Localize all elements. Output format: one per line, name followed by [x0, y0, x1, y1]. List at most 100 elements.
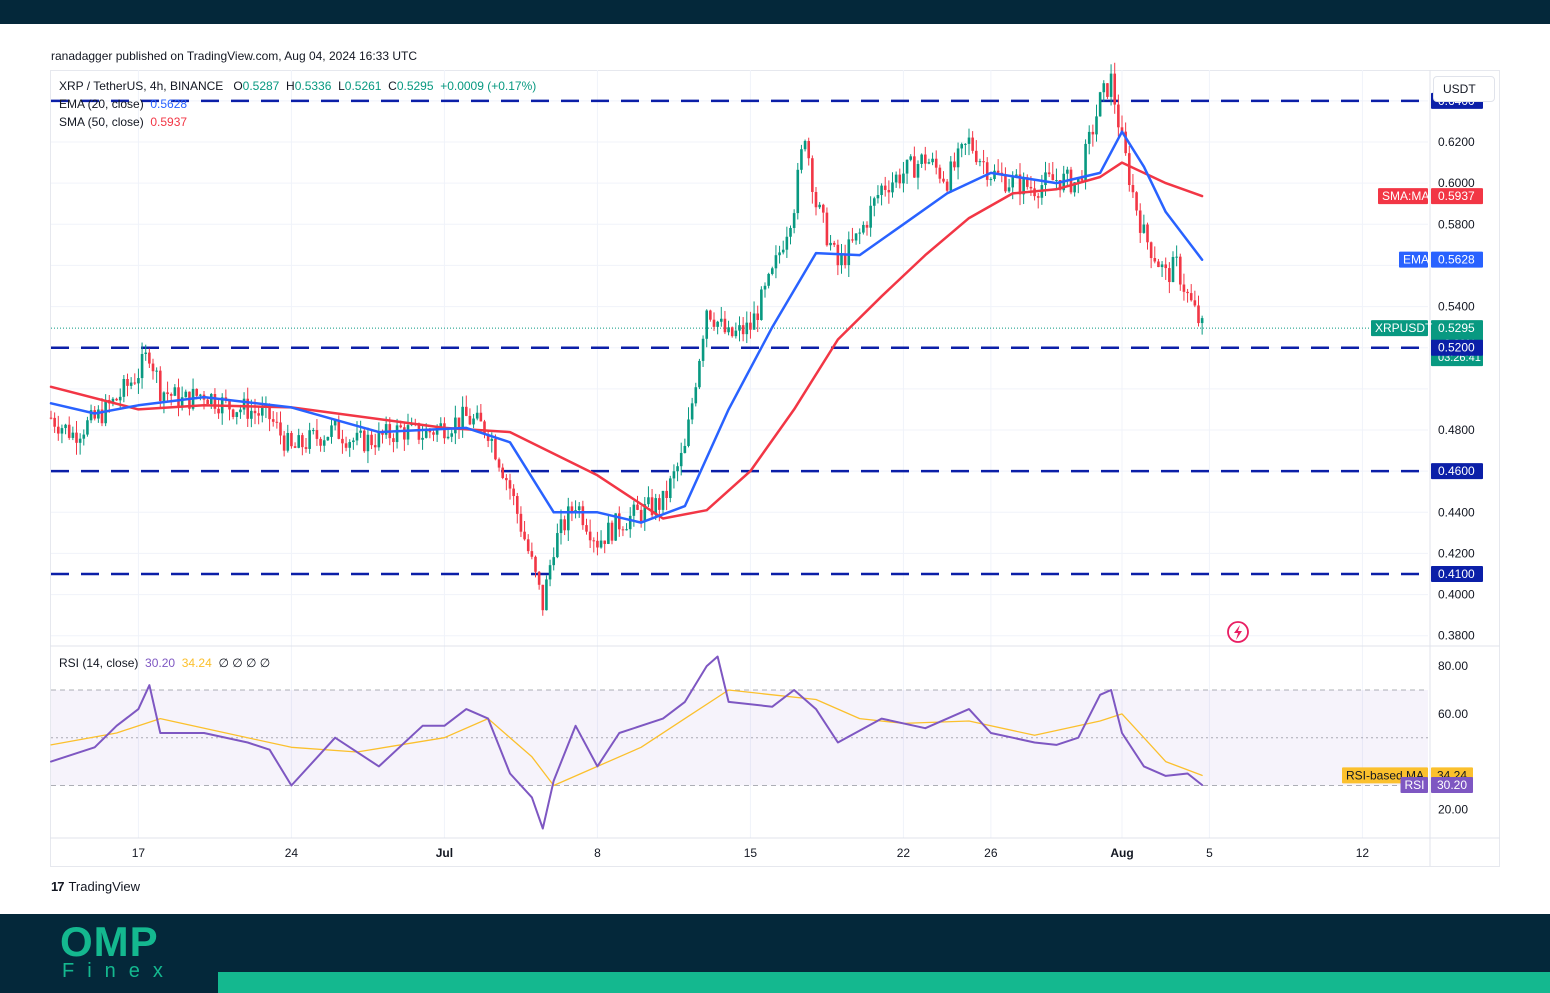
- candle-body: [173, 387, 177, 396]
- candle-body: [658, 498, 661, 510]
- candle-body: [1131, 185, 1135, 193]
- candle-body: [738, 325, 741, 331]
- candle-body: [599, 540, 603, 548]
- candle-body: [428, 429, 432, 433]
- price-tick-label: 0.5400: [1438, 300, 1475, 314]
- candle-body: [894, 174, 898, 183]
- sma-legend[interactable]: SMA (50, close) 0.5937: [59, 115, 187, 129]
- candle-body: [526, 539, 530, 552]
- candle-body: [716, 321, 719, 327]
- tradingview-brand[interactable]: 17 TradingView: [51, 879, 140, 894]
- candle-body: [843, 253, 847, 266]
- candle-body: [268, 404, 271, 420]
- candle-body: [483, 421, 486, 435]
- candle-body: [239, 409, 242, 413]
- candle-body: [803, 141, 807, 150]
- candle-body: [486, 434, 490, 441]
- candle-body: [647, 497, 650, 505]
- candle-body: [1087, 131, 1091, 144]
- candle-body: [1091, 131, 1095, 135]
- top-bar: [0, 0, 1550, 24]
- candle-body: [603, 540, 607, 544]
- candle-body: [275, 421, 279, 423]
- candle-body: [523, 531, 526, 540]
- time-axis-label: 15: [744, 846, 758, 860]
- candle-body: [1149, 242, 1153, 259]
- candle-body: [169, 394, 173, 396]
- candle-body: [552, 557, 556, 566]
- candle-body: [501, 467, 505, 478]
- candle-body: [1011, 177, 1015, 188]
- candle-body: [348, 442, 352, 448]
- candle-body: [687, 419, 690, 446]
- candle-body: [188, 391, 191, 409]
- candle-body: [217, 408, 220, 414]
- candle-body: [373, 445, 377, 448]
- ema-label: EMA (20, close): [59, 97, 144, 111]
- candle-body: [942, 178, 945, 182]
- candle-body: [505, 477, 508, 481]
- close-label: C: [388, 79, 397, 93]
- candle-body: [250, 410, 253, 419]
- candle-body: [537, 571, 541, 585]
- currency-selector[interactable]: USDT: [1433, 76, 1495, 102]
- candle-body: [392, 438, 395, 443]
- candle-body: [155, 370, 158, 372]
- rsi-axis-label: [1431, 776, 1473, 793]
- candle-body: [461, 406, 464, 429]
- candle-body: [789, 227, 792, 237]
- candle-body: [723, 318, 727, 333]
- candle-body: [767, 273, 770, 286]
- candle-body: [213, 394, 217, 409]
- candle-body: [854, 233, 858, 241]
- candle-body: [195, 388, 199, 396]
- candle-body: [676, 466, 679, 472]
- candle-body: [206, 399, 209, 404]
- candle-body: [807, 141, 811, 159]
- candle-body: [956, 148, 960, 168]
- symbol-label[interactable]: XRP / TetherUS, 4h, BINANCE: [59, 79, 224, 93]
- candle-body: [403, 427, 406, 440]
- candle-body: [814, 191, 818, 208]
- candle-body: [1095, 116, 1098, 135]
- candle-body: [840, 253, 843, 266]
- candle-body: [1117, 104, 1120, 128]
- candle-body: [698, 360, 701, 388]
- candle-body: [643, 504, 647, 522]
- candle-body: [577, 506, 581, 511]
- candle-body: [78, 438, 82, 443]
- candle-body: [588, 531, 592, 541]
- price-axis-name-tag: [1371, 320, 1428, 337]
- candle-body: [1018, 174, 1022, 195]
- candle-body: [82, 434, 86, 439]
- candle-body: [49, 417, 53, 419]
- candle-body: [909, 156, 913, 160]
- price-axis-label: [1431, 188, 1483, 205]
- candle-body: [137, 378, 140, 384]
- candle-body: [530, 551, 534, 557]
- candle-body: [53, 417, 56, 427]
- candle-body: [672, 471, 676, 479]
- price-tick-label: 0.5800: [1438, 217, 1475, 231]
- candle-body: [479, 412, 483, 422]
- rsi-legend[interactable]: RSI (14, close) 30.20 34.24 ∅ ∅ ∅ ∅: [59, 656, 270, 670]
- candle-body: [158, 370, 162, 402]
- candle-body: [140, 353, 144, 379]
- ema-legend[interactable]: EMA (20, close) 0.5628: [59, 97, 187, 111]
- candle-body: [1168, 268, 1171, 283]
- candle-body: [497, 459, 501, 468]
- candle-body: [1127, 153, 1131, 186]
- candle-body: [763, 285, 767, 290]
- candle-body: [1175, 256, 1178, 258]
- price-axis-label: [1431, 566, 1483, 582]
- candle-body: [902, 173, 905, 184]
- candle-body: [563, 519, 566, 531]
- candle-body: [1200, 318, 1204, 324]
- candle-body: [701, 338, 705, 361]
- candle-body: [322, 440, 326, 446]
- candle-body: [752, 313, 756, 330]
- candle-body: [282, 435, 286, 451]
- candle-body: [825, 212, 829, 246]
- price-tick-label: 0.4400: [1438, 505, 1475, 519]
